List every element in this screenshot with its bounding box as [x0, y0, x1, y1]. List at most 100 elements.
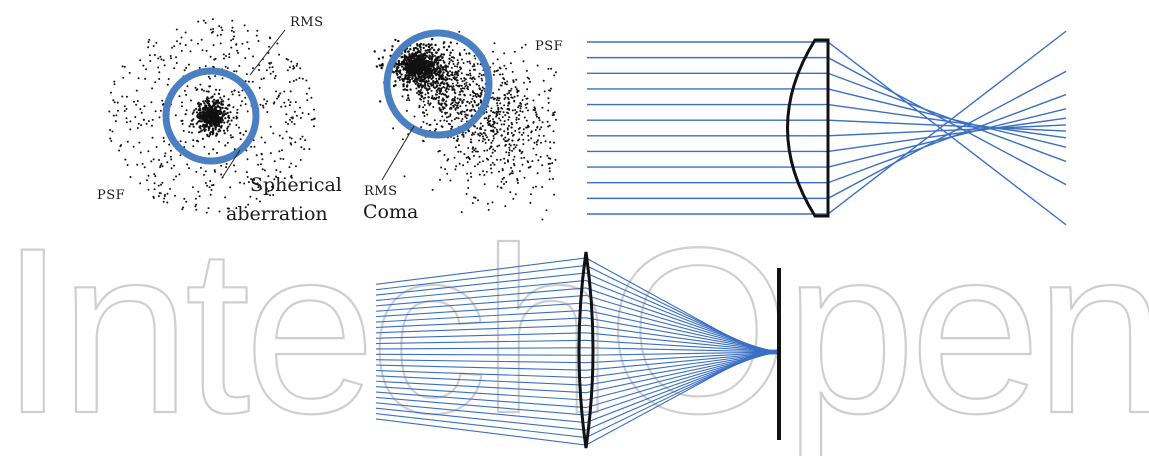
psf-point: [530, 137, 533, 140]
psf-point: [154, 110, 157, 113]
psf-point: [470, 115, 473, 118]
psf-point: [525, 119, 528, 122]
psf-point: [453, 137, 455, 140]
psf-point: [182, 129, 185, 132]
psf-point: [502, 138, 505, 141]
psf-point: [510, 172, 513, 175]
psf-point: [203, 120, 207, 124]
psf-point: [420, 70, 423, 73]
psf-point: [275, 169, 278, 172]
psf-point: [501, 81, 504, 84]
psf-point: [189, 50, 192, 53]
psf-point: [449, 51, 452, 54]
psf-point: [173, 67, 176, 70]
psf-point: [527, 124, 530, 127]
psf-point: [514, 130, 517, 132]
psf-point: [482, 160, 484, 163]
psf-point: [499, 73, 501, 76]
psf-point: [465, 73, 468, 76]
psf-point: [509, 144, 512, 147]
psf-point: [425, 76, 427, 79]
psf-point: [207, 207, 210, 210]
psf-point: [195, 170, 198, 173]
psf-point: [230, 90, 233, 93]
psf-point: [505, 181, 508, 183]
psf-point: [404, 65, 407, 68]
psf-point: [129, 120, 132, 123]
psf-point: [257, 184, 260, 187]
psf-point: [467, 147, 470, 149]
psf-point: [405, 99, 408, 102]
psf-point: [414, 46, 418, 50]
psf-point: [223, 121, 226, 124]
psf-point: [398, 71, 401, 74]
psf-point: [125, 121, 128, 124]
psf-point: [506, 139, 509, 142]
psf-point: [453, 73, 456, 76]
psf-point: [164, 152, 167, 155]
psf-point: [142, 64, 145, 67]
psf-point: [224, 65, 227, 68]
psf-point: [503, 78, 506, 81]
psf-point: [214, 128, 217, 131]
psf-point: [170, 57, 172, 60]
psf-point: [188, 167, 190, 170]
psf-point: [239, 104, 242, 107]
psf-point: [419, 75, 422, 78]
psf-point: [285, 113, 288, 116]
psf-point: [478, 87, 481, 90]
psf-point: [429, 69, 432, 72]
psf-point: [411, 78, 413, 80]
psf-point: [545, 209, 548, 212]
psf-point: [412, 70, 415, 73]
psf-point: [290, 143, 293, 146]
psf-point: [407, 97, 410, 100]
psf-point: [482, 73, 485, 76]
psf-point: [445, 48, 449, 52]
psf-point: [235, 43, 238, 46]
psf-point: [493, 163, 496, 166]
psf-point: [494, 149, 496, 152]
psf-point: [503, 130, 506, 133]
psf-point: [489, 119, 492, 122]
psf-point: [442, 93, 445, 96]
psf-point: [473, 125, 476, 128]
psf-point: [216, 99, 219, 101]
psf-point: [397, 63, 401, 67]
psf-point: [546, 154, 549, 157]
psf-point: [179, 42, 182, 45]
psf-point: [158, 159, 160, 161]
psf-point: [438, 92, 441, 95]
psf-point: [279, 170, 282, 173]
psf-point: [525, 69, 528, 72]
psf-point: [294, 101, 297, 104]
psf-point: [496, 104, 499, 107]
psf-point: [448, 77, 451, 80]
psf-point: [507, 98, 510, 101]
psf-point: [222, 129, 226, 132]
psf-point: [477, 199, 479, 202]
psf-point: [410, 56, 413, 59]
psf-point: [536, 64, 539, 67]
psf-point: [236, 108, 239, 111]
psf-point: [522, 131, 525, 134]
psf-point: [445, 67, 448, 69]
psf-point: [299, 67, 302, 70]
psf-point: [507, 118, 510, 121]
psf-point: [218, 25, 221, 27]
psf-point: [501, 116, 504, 119]
psf-point: [228, 123, 231, 126]
psf-point: [183, 69, 186, 72]
psf-point: [262, 77, 265, 80]
psf-point: [422, 61, 424, 64]
psf-point: [402, 80, 405, 83]
psf-point: [209, 121, 212, 124]
psf-point: [465, 193, 468, 195]
psf-point: [446, 65, 449, 68]
psf-point: [473, 54, 476, 57]
psf-point: [416, 70, 419, 73]
psf-point: [207, 111, 210, 114]
psf-point: [450, 66, 453, 69]
psf-point: [437, 65, 440, 68]
psf-point: [441, 115, 444, 118]
